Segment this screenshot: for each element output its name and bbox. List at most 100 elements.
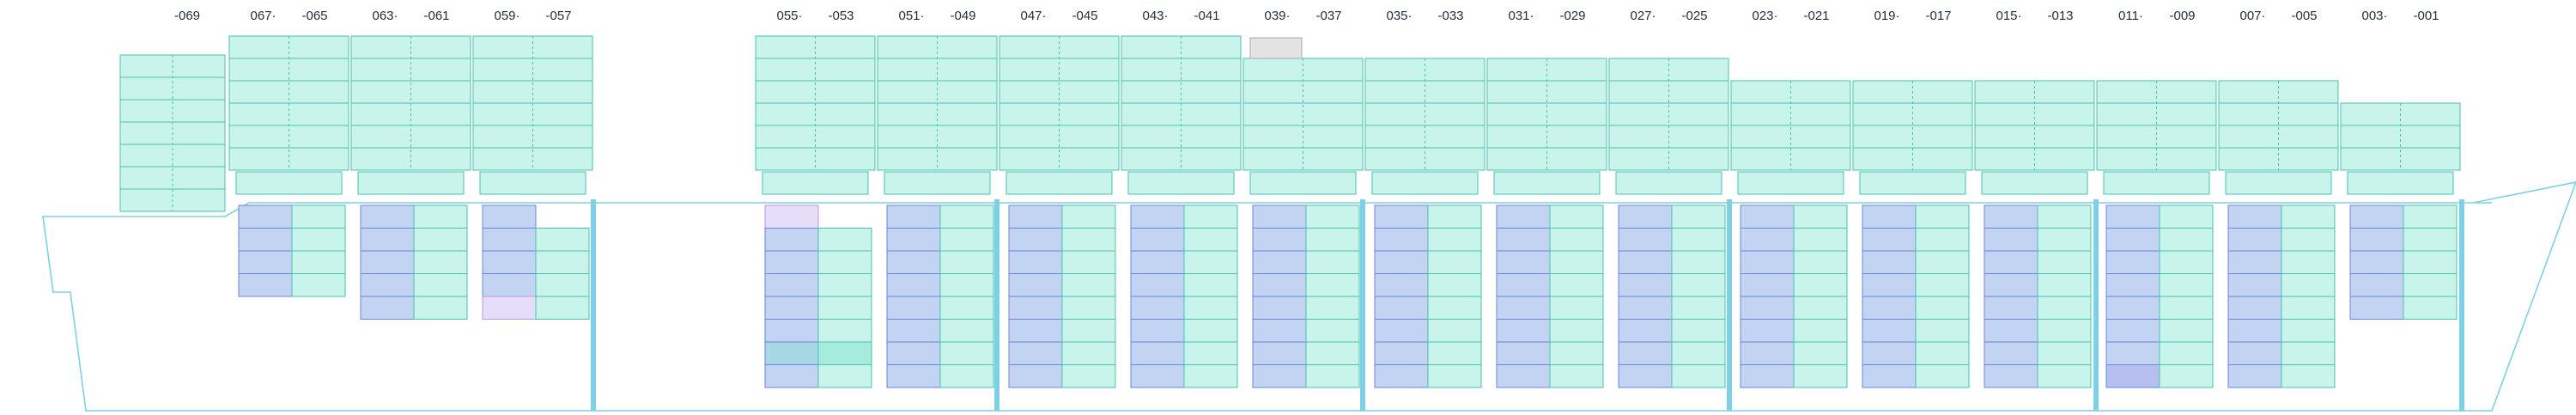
hold-slot-blue[interactable] <box>360 250 415 274</box>
hold-slot-blue[interactable] <box>2227 341 2282 365</box>
hold-slot-blue[interactable] <box>1252 273 1307 297</box>
hold-slot-green[interactable] <box>1183 273 1238 297</box>
hold-slot-green[interactable] <box>413 228 468 252</box>
hold-slot-green[interactable] <box>2281 341 2336 365</box>
hold-slot-green[interactable] <box>1671 273 1726 297</box>
hold-slot-blue[interactable] <box>482 273 537 297</box>
hold-slot-blue[interactable] <box>1740 273 1795 297</box>
hold-slot-blue[interactable] <box>1008 250 1063 274</box>
hold-slot-blue[interactable] <box>238 204 293 229</box>
hold-slot-blue[interactable] <box>1862 228 1917 252</box>
hold-slot-green[interactable] <box>1427 341 1482 365</box>
hold-slot-purple[interactable] <box>482 296 537 320</box>
hold-slot-blue[interactable] <box>1496 296 1551 320</box>
hold-slot-green[interactable] <box>1793 273 1848 297</box>
hold-slot-blue[interactable] <box>482 228 537 252</box>
hold-slot-blue[interactable] <box>1618 273 1673 297</box>
hold-slot-green[interactable] <box>1671 228 1726 252</box>
hold-slot-green[interactable] <box>2281 228 2336 252</box>
hold-slot-teal-green[interactable] <box>817 341 872 365</box>
hold-slot-green[interactable] <box>2037 273 2092 297</box>
hold-slot-green[interactable] <box>2281 204 2336 229</box>
hold-slot-green[interactable] <box>535 296 590 320</box>
hold-slot-blue[interactable] <box>886 273 941 297</box>
hold-slot-green[interactable] <box>939 296 994 320</box>
hold-slot-blue[interactable] <box>2105 296 2160 320</box>
hold-slot-green[interactable] <box>2403 250 2458 274</box>
hold-slot-green[interactable] <box>2159 250 2214 274</box>
hold-slot-green[interactable] <box>1549 204 1604 229</box>
hold-slot-blue[interactable] <box>1862 341 1917 365</box>
hold-slot-green[interactable] <box>1427 296 1482 320</box>
hold-slot-green[interactable] <box>1793 228 1848 252</box>
hold-slot-green[interactable] <box>1549 319 1604 343</box>
hold-slot-blue[interactable] <box>238 250 293 274</box>
hold-slot-blue[interactable] <box>1008 364 1063 388</box>
hold-slot-green[interactable] <box>2037 250 2092 274</box>
hold-slot-blue[interactable] <box>1862 364 1917 388</box>
hold-slot-green[interactable] <box>1061 296 1116 320</box>
hold-slot-green[interactable] <box>939 250 994 274</box>
hold-slot-blue[interactable] <box>1008 296 1063 320</box>
hold-slot-green[interactable] <box>2281 296 2336 320</box>
hold-slot-green[interactable] <box>1793 204 1848 229</box>
hold-slot-blue[interactable] <box>1862 204 1917 229</box>
hold-slot-blue[interactable] <box>1252 319 1307 343</box>
hold-slot-blue[interactable] <box>1252 204 1307 229</box>
hold-slot-blue[interactable] <box>1984 341 2038 365</box>
hold-slot-blue[interactable] <box>764 250 819 274</box>
hold-slot-green[interactable] <box>1305 319 1360 343</box>
hold-slot-blue[interactable] <box>1618 341 1673 365</box>
hold-slot-blue[interactable] <box>1008 319 1063 343</box>
hold-slot-green[interactable] <box>939 273 994 297</box>
hold-slot-green[interactable] <box>2037 228 2092 252</box>
hold-slot-green[interactable] <box>1183 364 1238 388</box>
hold-slot-blue[interactable] <box>1252 296 1307 320</box>
hold-slot-green[interactable] <box>1549 364 1604 388</box>
hold-slot-blue[interactable] <box>1496 228 1551 252</box>
hold-slot-green[interactable] <box>413 273 468 297</box>
hold-slot-blue[interactable] <box>2349 250 2404 274</box>
hold-slot-green[interactable] <box>2281 250 2336 274</box>
hold-slot-blue[interactable] <box>1374 296 1429 320</box>
hold-slot-green[interactable] <box>2403 204 2458 229</box>
hold-slot-blue[interactable] <box>1618 250 1673 274</box>
hold-slot-blue[interactable] <box>2105 273 2160 297</box>
hold-slot-blue[interactable] <box>764 296 819 320</box>
hold-slot-green[interactable] <box>1915 273 1970 297</box>
hold-slot-blue[interactable] <box>2105 228 2160 252</box>
hold-slot-blue[interactable] <box>1130 273 1185 297</box>
hold-slot-green[interactable] <box>413 296 468 320</box>
hold-slot-green[interactable] <box>1549 341 1604 365</box>
hold-slot-blue[interactable] <box>1130 341 1185 365</box>
hold-slot-green[interactable] <box>939 319 994 343</box>
hold-slot-blue[interactable] <box>1740 250 1795 274</box>
hold-slot-green[interactable] <box>1061 319 1116 343</box>
hold-slot-green[interactable] <box>817 250 872 274</box>
hold-slot-green[interactable] <box>2281 319 2336 343</box>
hold-slot-blue[interactable] <box>1740 319 1795 343</box>
hold-slot-green[interactable] <box>1793 296 1848 320</box>
hold-slot-green[interactable] <box>939 228 994 252</box>
hold-slot-blue[interactable] <box>2227 364 2282 388</box>
hold-slot-green[interactable] <box>2281 273 2336 297</box>
hold-slot-green[interactable] <box>817 296 872 320</box>
hold-slot-green[interactable] <box>413 204 468 229</box>
hold-slot-blue[interactable] <box>886 204 941 229</box>
hold-slot-blue[interactable] <box>1862 250 1917 274</box>
hold-slot-green[interactable] <box>939 364 994 388</box>
hold-slot-blue[interactable] <box>1740 228 1795 252</box>
hold-slot-blue[interactable] <box>238 273 293 297</box>
hold-slot-blue[interactable] <box>764 273 819 297</box>
hold-slot-blue[interactable] <box>1252 364 1307 388</box>
hold-slot-green[interactable] <box>1915 204 1970 229</box>
hold-slot-green[interactable] <box>817 319 872 343</box>
hold-slot-blue[interactable] <box>1374 341 1429 365</box>
hold-slot-green[interactable] <box>817 228 872 252</box>
hold-slot-green[interactable] <box>1671 341 1726 365</box>
hold-slot-blue[interactable] <box>1984 364 2038 388</box>
hold-slot-green[interactable] <box>1305 204 1360 229</box>
hold-slot-blue[interactable] <box>764 319 819 343</box>
hold-slot-green[interactable] <box>1549 250 1604 274</box>
hold-slot-green[interactable] <box>1183 204 1238 229</box>
